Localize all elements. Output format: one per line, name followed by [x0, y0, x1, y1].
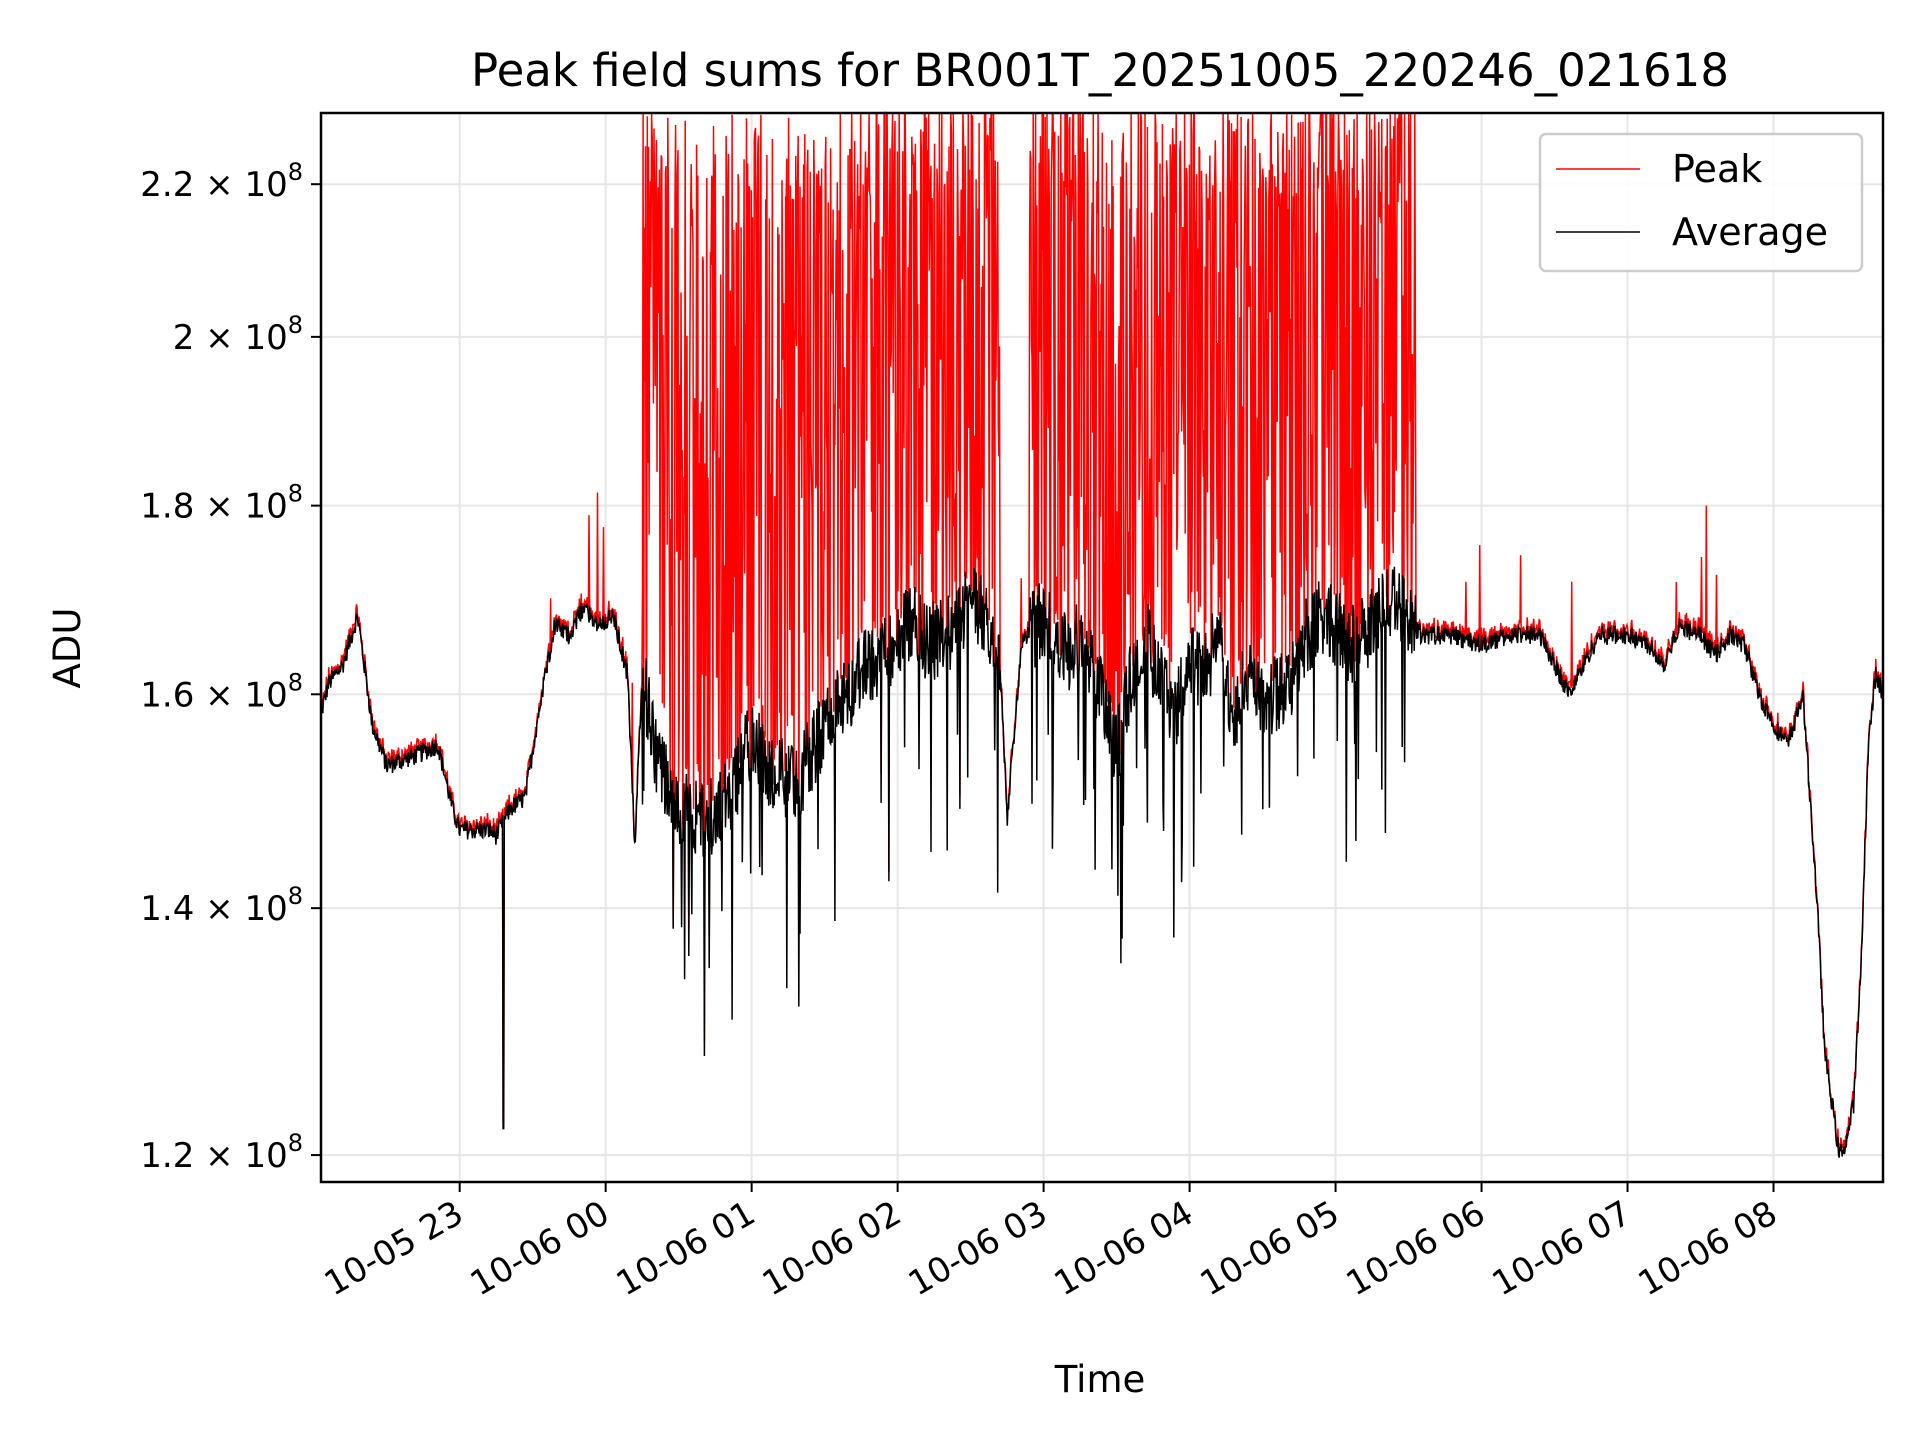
y-tick-label: 1.2 × 108 [140, 1129, 303, 1176]
y-tick-label: 2 × 108 [173, 311, 303, 358]
x-tick-label: 10-05 23 [318, 1193, 470, 1304]
x-tick-label: 10-06 05 [1194, 1193, 1346, 1304]
plot-frame [319, 111, 1885, 1184]
legend: Peak Average [1538, 132, 1864, 273]
y-tick-label: 1.4 × 108 [140, 882, 303, 929]
x-tick-label: 10-06 04 [1048, 1193, 1200, 1304]
legend-label-average: Average [1672, 210, 1828, 254]
x-tick-label: 10-06 07 [1486, 1193, 1638, 1304]
x-axis-label: Time [1054, 1358, 1146, 1401]
series-average-line [320, 566, 1884, 1158]
legend-label-peak: Peak [1672, 147, 1762, 191]
y-tick-label: 1.6 × 108 [140, 668, 303, 715]
y-axis-label: ADU [46, 608, 89, 689]
chart-title: Peak field sums for BR001T_20251005_2202… [471, 44, 1729, 97]
x-tick-label: 10-06 00 [464, 1193, 616, 1304]
x-tick-label: 10-06 06 [1340, 1193, 1492, 1304]
x-tick-label: 10-06 01 [610, 1193, 762, 1304]
y-axis: 1.2 × 108 1.4 × 108 1.6 × 108 1.8 × 108 2 × … [140, 158, 321, 1176]
y-tick-label: 1.8 × 108 [140, 480, 303, 527]
x-tick-label: 10-06 03 [902, 1193, 1054, 1304]
y-tick-label: 2.2 × 108 [140, 158, 303, 205]
plot-lines [320, 110, 1884, 1158]
x-tick-label: 10-06 02 [756, 1193, 908, 1304]
x-tick-label: 10-06 08 [1632, 1193, 1784, 1304]
